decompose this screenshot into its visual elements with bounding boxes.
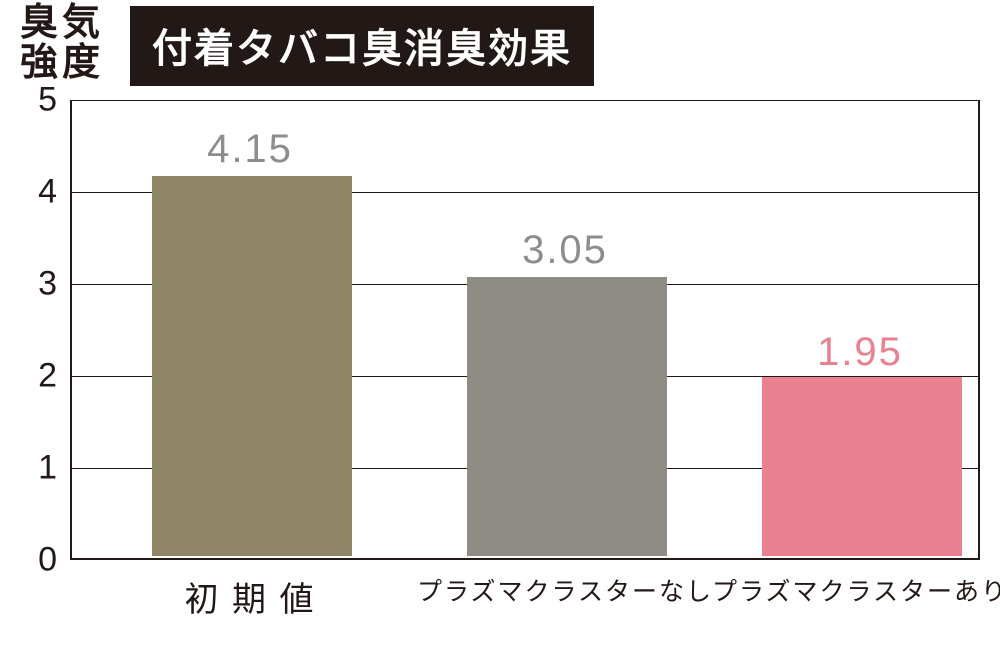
bar (467, 277, 667, 556)
value-label: 3.05 (522, 228, 608, 273)
bar (762, 377, 962, 556)
y-tick-label: 4 (17, 173, 57, 212)
plot-region: 0123454.15初 期 値3.05プラズマクラスターなし1.95プラズマクラ… (70, 100, 980, 560)
chart-title: 付着タバコ臭消臭効果 (130, 6, 594, 86)
value-label: 4.15 (207, 127, 293, 172)
value-label: 1.95 (817, 330, 903, 375)
y-tick-label: 2 (17, 357, 57, 396)
y-tick-label: 5 (17, 81, 57, 120)
y-tick-label: 0 (17, 541, 57, 580)
y-tick-label: 3 (17, 265, 57, 304)
gridline (72, 100, 978, 101)
bar (152, 176, 352, 556)
y-tick-label: 1 (17, 449, 57, 488)
chart-root: 臭気強度 付着タバコ臭消臭効果 0123454.15初 期 値3.05プラズマク… (0, 0, 1000, 645)
x-tick-label: プラズマクラスターなし (417, 572, 713, 608)
y-axis-title: 臭気強度 (20, 4, 104, 84)
x-tick-label: 初 期 値 (185, 572, 316, 621)
x-tick-label: プラズマクラスターあり (712, 572, 1000, 608)
